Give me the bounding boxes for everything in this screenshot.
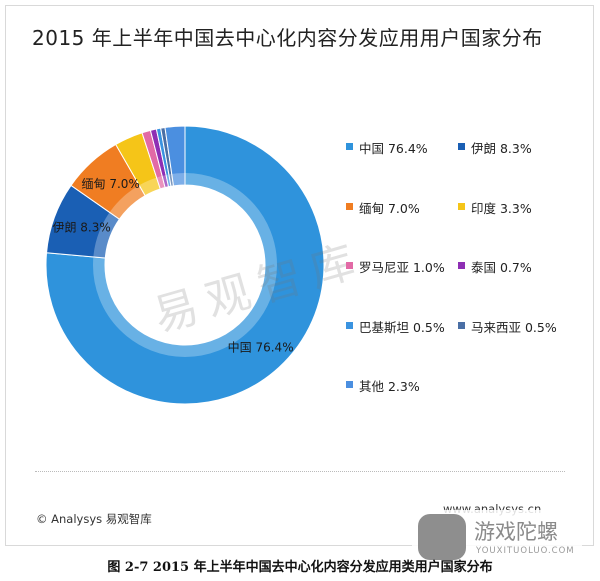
legend-label: 缅甸 7.0% bbox=[359, 200, 420, 216]
logo-name: 游戏陀螺 bbox=[474, 520, 558, 544]
legend-swatch bbox=[346, 202, 353, 210]
legend-item: 中国 76.4% bbox=[346, 138, 458, 198]
legend-label: 其他 2.3% bbox=[359, 379, 420, 394]
legend-label: 泰国 0.7% bbox=[471, 260, 532, 275]
slice-label-2: 缅甸 7.0% bbox=[82, 177, 140, 191]
legend-swatch bbox=[346, 262, 353, 269]
legend-row: 其他 2.3% bbox=[346, 376, 586, 436]
legend-label: 中国 76.4% bbox=[359, 141, 428, 156]
legend-item: 罗马尼亚 1.0% bbox=[346, 257, 458, 317]
legend-row: 巴基斯坦 0.5% 马来西亚 0.5% bbox=[346, 317, 586, 377]
legend-swatch bbox=[458, 262, 465, 269]
divider bbox=[35, 471, 565, 472]
donut-inner-band bbox=[93, 173, 277, 357]
legend-label: 马来西亚 0.5% bbox=[471, 319, 557, 335]
slice-label-1: 伊朗 8.3% bbox=[52, 220, 110, 234]
chart-title: 2015 年上半年中国去中心化内容分发应用用户国家分布 bbox=[32, 26, 543, 50]
slice-label-0: 中国 76.4% bbox=[228, 340, 294, 355]
legend-label: 巴基斯坦 0.5% bbox=[359, 319, 445, 335]
legend-item: 巴基斯坦 0.5% bbox=[346, 317, 458, 377]
legend-swatch bbox=[346, 143, 353, 150]
legend-label: 罗马尼亚 1.0% bbox=[359, 260, 445, 275]
legend-swatch bbox=[346, 321, 353, 329]
legend-item: 印度 3.3% bbox=[458, 198, 578, 258]
chart-legend: 中国 76.4% 伊朗 8.3% 缅甸 7.0% 印度 3.3% 罗马尼亚 1.0% 泰国… bbox=[346, 138, 586, 436]
logo-domain: YOUXITUOLUO.COM bbox=[476, 546, 575, 556]
source-credit: © Analysys 易观智库 bbox=[36, 512, 152, 526]
legend-label: 印度 3.3% bbox=[471, 200, 532, 216]
slice-8 bbox=[164, 125, 186, 187]
legend-label: 伊朗 8.3% bbox=[471, 141, 532, 156]
legend-swatch bbox=[458, 143, 465, 150]
site-logo-watermark: 游戏陀螺 YOUXITUOLUO.COM bbox=[412, 510, 582, 566]
legend-item: 伊朗 8.3% bbox=[458, 138, 578, 198]
legend-item: 其他 2.3% bbox=[346, 376, 458, 436]
legend-row: 罗马尼亚 1.0% 泰国 0.7% bbox=[346, 257, 586, 317]
legend-row: 缅甸 7.0% 印度 3.3% bbox=[346, 198, 586, 258]
legend-item: 泰国 0.7% bbox=[458, 257, 578, 317]
gamepad-logo-icon bbox=[418, 514, 466, 560]
figure-caption: 图 2-7 2015 年上半年中国去中心化内容分发应用类用户国家分布 bbox=[107, 560, 493, 575]
legend-swatch bbox=[458, 202, 465, 210]
legend-swatch bbox=[458, 321, 465, 329]
legend-row: 中国 76.4% 伊朗 8.3% bbox=[346, 138, 586, 198]
legend-item: 缅甸 7.0% bbox=[346, 198, 458, 258]
legend-item: 马来西亚 0.5% bbox=[458, 317, 578, 377]
slice-0 bbox=[45, 125, 325, 405]
legend-swatch bbox=[346, 381, 353, 388]
